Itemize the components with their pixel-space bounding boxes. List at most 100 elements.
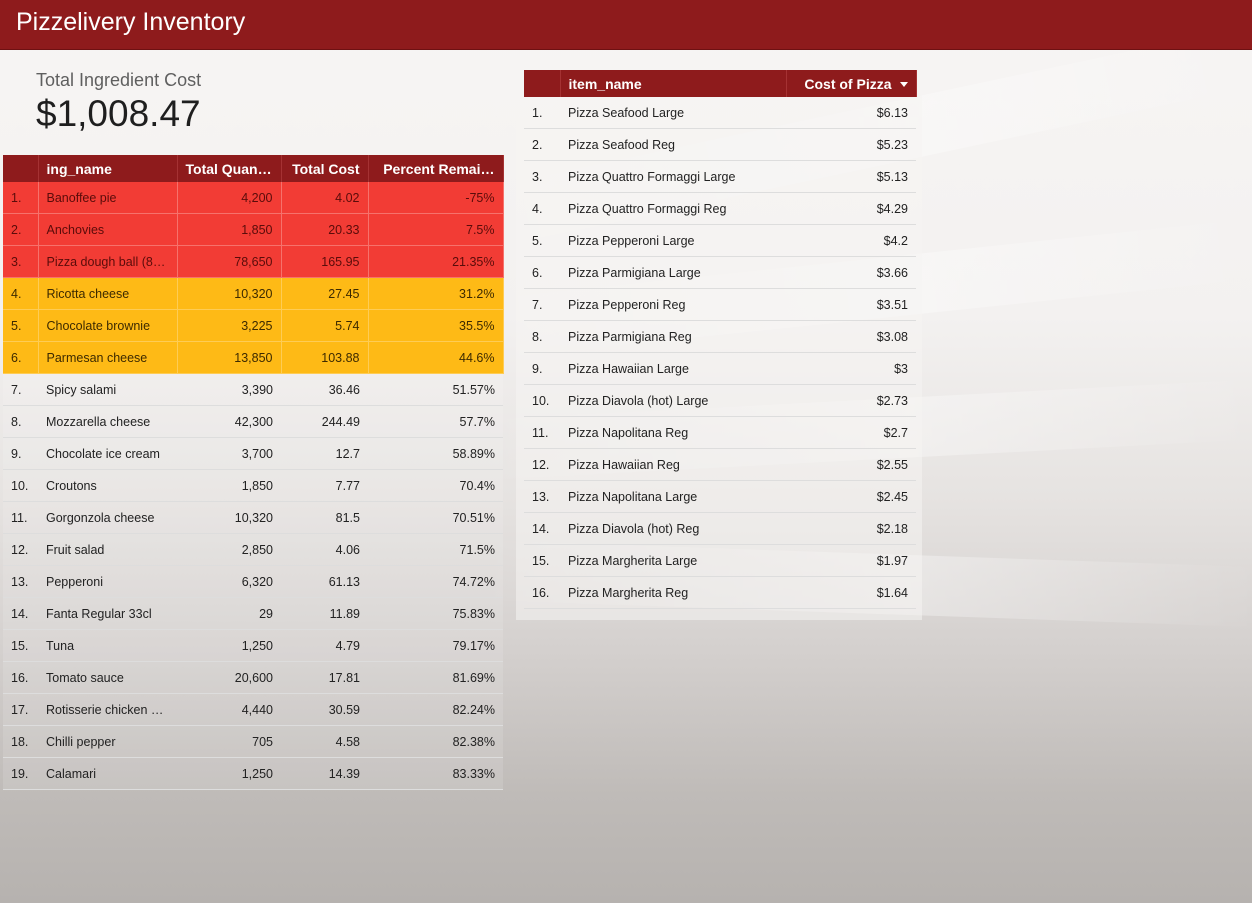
ingredients-table[interactable]: ing_name Total Quant… Total Cost Percent… <box>3 155 504 790</box>
table-row[interactable]: 4. Ricotta cheese 10,320 27.45 31.2% <box>3 277 504 310</box>
ingredient-name-cell: Tomato sauce <box>38 661 177 694</box>
table-row[interactable]: 9. Chocolate ice cream 3,700 12.7 58.89% <box>3 437 503 470</box>
ingredient-name-cell: Croutons <box>38 469 177 502</box>
table-row[interactable]: 16. Tomato sauce 20,600 17.81 81.69% <box>3 661 503 694</box>
total-cost-scorecard[interactable]: Total Ingredient Cost $1,008.47 <box>36 70 201 135</box>
row-index: 18. <box>3 725 38 758</box>
ingredient-name-cell: Mozzarella cheese <box>38 405 177 438</box>
cost-of-pizza-cell: $4.2 <box>786 224 916 257</box>
table-row[interactable]: 14. Fanta Regular 33cl 29 11.89 75.83% <box>3 597 503 630</box>
total-quantity-cell: 1,250 <box>177 757 281 790</box>
table-row[interactable]: 19. Calamari 1,250 14.39 83.33% <box>3 757 503 790</box>
percent-remaining-cell: 51.57% <box>368 373 503 406</box>
total-quantity-cell: 1,250 <box>177 629 281 662</box>
table-row[interactable]: 2. Anchovies 1,850 20.33 7.5% <box>3 213 504 246</box>
ingredient-name-cell: Chocolate brownie <box>38 309 178 342</box>
percent-remaining-cell: 57.7% <box>368 405 503 438</box>
row-index: 4. <box>3 277 39 310</box>
table-row[interactable]: 17. Rotisserie chicken p… 4,440 30.59 82.24% <box>3 693 503 726</box>
row-index: 9. <box>3 437 38 470</box>
column-header-item-name[interactable]: item_name <box>560 70 787 97</box>
ingredient-name-cell: Fruit salad <box>38 533 177 566</box>
total-cost-cell: 7.77 <box>281 469 368 502</box>
row-index: 14. <box>3 597 38 630</box>
table-row[interactable]: 3. Pizza dough ball (8 … 78,650 165.95 21.35… <box>3 245 504 278</box>
item-name-cell: Pizza Quattro Formaggi Reg <box>560 192 786 225</box>
column-header-cost-of-pizza[interactable]: Cost of Pizza <box>786 70 917 97</box>
row-index: 16. <box>524 576 560 609</box>
ingredient-name-cell: Tuna <box>38 629 177 662</box>
table-row[interactable]: 4. Pizza Quattro Formaggi Reg $4.29 <box>524 192 916 225</box>
row-index: 5. <box>3 309 39 342</box>
table-row[interactable]: 11. Gorgonzola cheese 10,320 81.5 70.51% <box>3 501 503 534</box>
total-cost-cell: 4.79 <box>281 629 368 662</box>
table-row[interactable]: 6. Pizza Parmigiana Large $3.66 <box>524 256 916 289</box>
table-row[interactable]: 16. Pizza Margherita Reg $1.64 <box>524 576 916 609</box>
percent-remaining-cell: 83.33% <box>368 757 503 790</box>
table-row[interactable]: 18. Chilli pepper 705 4.58 82.38% <box>3 725 503 758</box>
row-index: 11. <box>3 501 38 534</box>
table-row[interactable]: 3. Pizza Quattro Formaggi Large $5.13 <box>524 160 916 193</box>
table-row[interactable]: 9. Pizza Hawaiian Large $3 <box>524 352 916 385</box>
column-header-total-cost[interactable]: Total Cost <box>281 155 369 182</box>
table-row[interactable]: 13. Pizza Napolitana Large $2.45 <box>524 480 916 513</box>
total-quantity-cell: 4,200 <box>177 182 282 214</box>
percent-remaining-cell: 35.5% <box>368 309 504 342</box>
table-row[interactable]: 8. Pizza Parmigiana Reg $3.08 <box>524 320 916 353</box>
table-row[interactable]: 14. Pizza Diavola (hot) Reg $2.18 <box>524 512 916 545</box>
column-header-ing-name[interactable]: ing_name <box>38 155 178 182</box>
sort-descending-icon[interactable] <box>899 82 908 88</box>
table-row[interactable]: 12. Fruit salad 2,850 4.06 71.5% <box>3 533 503 566</box>
ingredient-name-cell: Gorgonzola cheese <box>38 501 177 534</box>
cost-of-pizza-cell: $2.45 <box>786 480 916 513</box>
item-name-cell: Pizza Parmigiana Reg <box>560 320 786 353</box>
total-quantity-cell: 3,225 <box>177 309 282 342</box>
item-name-cell: Pizza Seafood Large <box>560 97 786 129</box>
table-row[interactable]: 15. Tuna 1,250 4.79 79.17% <box>3 629 503 662</box>
table-row[interactable]: 6. Parmesan cheese 13,850 103.88 44.6% <box>3 341 504 374</box>
table-row[interactable]: 5. Pizza Pepperoni Large $4.2 <box>524 224 916 257</box>
ingredient-name-cell: Parmesan cheese <box>38 341 178 374</box>
table-row[interactable]: 7. Pizza Pepperoni Reg $3.51 <box>524 288 916 321</box>
total-cost-cell: 4.06 <box>281 533 368 566</box>
report-header: Pizzelivery Inventory <box>0 0 1252 50</box>
table-row[interactable]: 7. Spicy salami 3,390 36.46 51.57% <box>3 373 503 406</box>
table-row[interactable]: 10. Croutons 1,850 7.77 70.4% <box>3 469 503 502</box>
row-index: 1. <box>3 182 39 214</box>
column-header-total-quantity[interactable]: Total Quant… <box>177 155 282 182</box>
row-index: 15. <box>3 629 38 662</box>
table-row[interactable]: 1. Banoffee pie 4,200 4.02 -75% <box>3 182 504 214</box>
row-index: 7. <box>3 373 38 406</box>
total-quantity-cell: 10,320 <box>177 277 282 310</box>
table-row[interactable]: 5. Chocolate brownie 3,225 5.74 35.5% <box>3 309 504 342</box>
table-row[interactable]: 8. Mozzarella cheese 42,300 244.49 57.7% <box>3 405 503 438</box>
table-row[interactable]: 10. Pizza Diavola (hot) Large $2.73 <box>524 384 916 417</box>
table-row[interactable]: 12. Pizza Hawaiian Reg $2.55 <box>524 448 916 481</box>
row-index: 5. <box>524 224 560 257</box>
percent-remaining-cell: 58.89% <box>368 437 503 470</box>
table-row[interactable]: 15. Pizza Margherita Large $1.97 <box>524 544 916 577</box>
cost-of-pizza-cell: $2.73 <box>786 384 916 417</box>
total-cost-cell: 165.95 <box>281 245 369 278</box>
ingredient-name-cell: Pizza dough ball (8 … <box>38 245 178 278</box>
report-title: Pizzelivery Inventory <box>16 8 246 36</box>
item-name-cell: Pizza Pepperoni Large <box>560 224 786 257</box>
total-cost-cell: 17.81 <box>281 661 368 694</box>
pizza-cost-table[interactable]: item_name Cost of Pizza 1. Pizza Seafood … <box>524 70 917 609</box>
scorecard-label: Total Ingredient Cost <box>36 70 202 90</box>
total-quantity-cell: 78,650 <box>177 245 282 278</box>
item-name-cell: Pizza Parmigiana Large <box>560 256 786 289</box>
ingredient-name-cell: Calamari <box>38 757 177 790</box>
column-header-percent-remaining[interactable]: Percent Remai… <box>368 155 504 182</box>
cost-of-pizza-cell: $3.08 <box>786 320 916 353</box>
table-row[interactable]: 1. Pizza Seafood Large $6.13 <box>524 97 916 129</box>
total-quantity-cell: 29 <box>177 597 281 630</box>
ingredient-name-cell: Rotisserie chicken p… <box>38 693 177 726</box>
cost-of-pizza-cell: $3.66 <box>786 256 916 289</box>
table-row[interactable]: 2. Pizza Seafood Reg $5.23 <box>524 128 916 161</box>
table-row[interactable]: 11. Pizza Napolitana Reg $2.7 <box>524 416 916 449</box>
total-quantity-cell: 10,320 <box>177 501 281 534</box>
cost-of-pizza-cell: $1.97 <box>786 544 916 577</box>
percent-remaining-cell: 74.72% <box>368 565 503 598</box>
table-row[interactable]: 13. Pepperoni 6,320 61.13 74.72% <box>3 565 503 598</box>
